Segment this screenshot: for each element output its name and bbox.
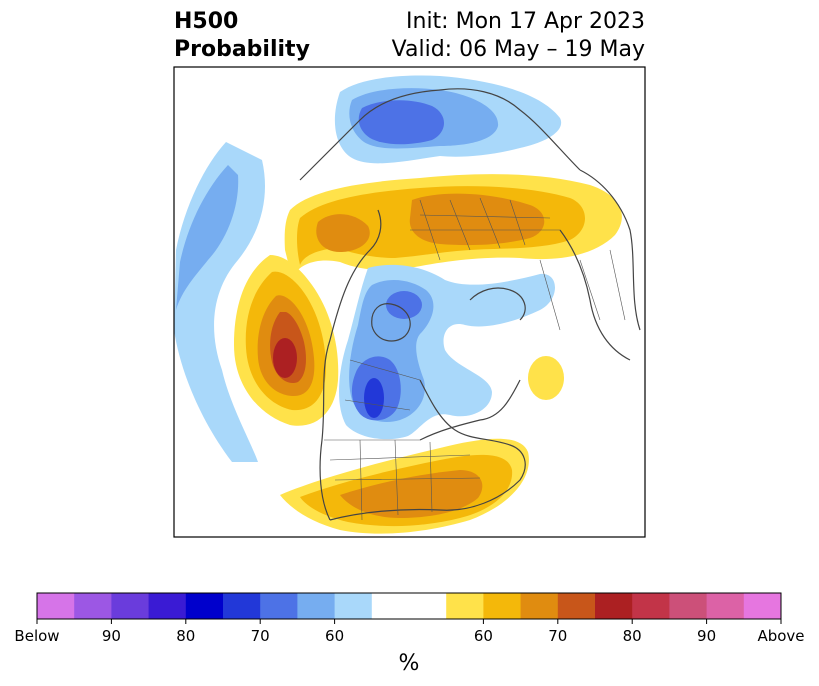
colorbar-ticks: Below 90 80 70 60 60 70 80 90 Above	[14, 619, 805, 645]
colorbar-tick-label: 80	[176, 627, 195, 645]
colorbar-tick-label: 80	[623, 627, 642, 645]
colorbar-swatch	[74, 593, 112, 619]
ridge-westcoast-core	[273, 338, 297, 378]
colorbar-swatches	[37, 593, 782, 619]
colorbar-swatch	[520, 593, 559, 619]
colorbar-tick-label: 70	[251, 627, 270, 645]
colorbar-swatch	[148, 593, 187, 619]
map-title: H500 Probability	[174, 8, 310, 64]
colorbar-frame	[36, 592, 782, 620]
colorbar-tick-label: 90	[697, 627, 716, 645]
colorbar-swatch	[595, 593, 633, 619]
ridge-eastus-l3	[340, 470, 483, 518]
colorbar-swatch	[632, 593, 670, 619]
colorbar-swatch	[743, 593, 782, 619]
colorbar-swatch	[223, 593, 261, 619]
borders	[324, 197, 626, 521]
ridge-arctic-west	[316, 214, 370, 252]
colorbar-tick-label: 70	[548, 627, 567, 645]
init-date: Init: Mon 17 Apr 2023	[406, 9, 645, 34]
colorbar-swatch	[409, 593, 447, 619]
map-frame	[173, 66, 646, 538]
colorbar-tick-label: 60	[474, 627, 493, 645]
colorbar-swatch	[37, 593, 75, 619]
colorbar-swatch	[557, 593, 596, 619]
colorbar-swatch	[669, 593, 708, 619]
trough-polar-l3	[358, 100, 444, 145]
variable-label: H500	[174, 9, 239, 34]
colorbar-tick-label: 60	[325, 627, 344, 645]
colorbar-swatch	[446, 593, 484, 619]
map-content	[174, 67, 645, 537]
valid-range: Valid: 06 May – 19 May	[391, 37, 645, 62]
colorbar-swatch	[483, 593, 522, 619]
colorbar-tick-label: Below	[14, 627, 59, 645]
map-dates: Init: Mon 17 Apr 2023 Valid: 06 May – 19…	[392, 8, 645, 64]
colorbar-tick-label: Above	[757, 627, 804, 645]
colorbar-tick-label: 90	[102, 627, 121, 645]
coastlines	[299, 88, 641, 521]
product-label: Probability	[174, 37, 310, 62]
colorbar-swatch	[297, 593, 336, 619]
trough-canada-core	[364, 378, 384, 418]
ridge-arctic-band-l3	[409, 193, 545, 246]
colorbar-swatch	[371, 593, 410, 619]
blue-region-pacific-core	[176, 165, 239, 310]
colorbar-swatch	[706, 593, 745, 619]
ridge-atlantic	[528, 356, 564, 400]
colorbar-swatch	[111, 593, 150, 619]
trough-hudson	[386, 291, 422, 319]
colorbar-swatch	[334, 593, 373, 619]
colorbar-unit-label: %	[399, 651, 420, 676]
colorbar-swatch	[260, 593, 298, 619]
colorbar-swatch	[185, 593, 224, 619]
